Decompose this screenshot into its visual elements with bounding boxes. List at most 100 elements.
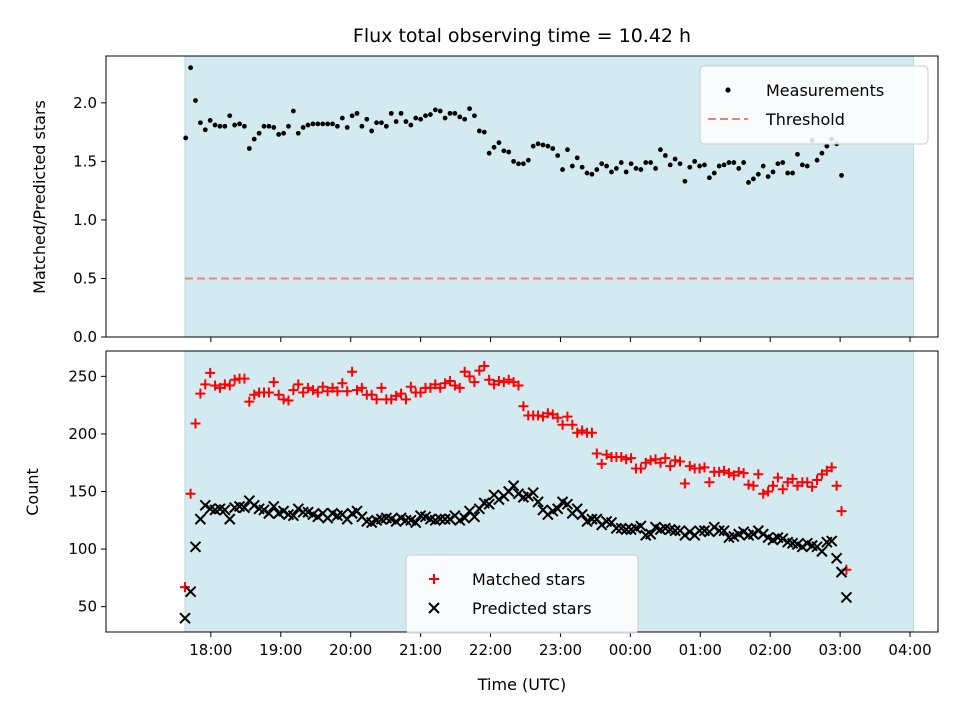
- matched-stars-point: [812, 474, 823, 485]
- x-tick-label: 03:00: [819, 641, 862, 659]
- matched-stars-point: [229, 374, 240, 385]
- bottom-y-tick-label: 50: [78, 598, 97, 616]
- matched-stars-point: [312, 387, 323, 398]
- matched-stars-point: [347, 366, 358, 377]
- matched-stars-point: [498, 377, 509, 388]
- matched-stars-point: [591, 448, 602, 459]
- measurements-point: [721, 162, 727, 168]
- measurements-point: [819, 150, 825, 156]
- predicted-stars-point: [737, 526, 750, 538]
- matched-stars-point: [337, 378, 348, 389]
- matched-stars-point: [567, 419, 578, 430]
- measurements-point: [374, 120, 379, 126]
- measurements-point: [217, 123, 223, 129]
- measurements-point: [589, 171, 595, 177]
- x-tick-label: 04:00: [888, 641, 931, 659]
- x-tick-label: 00:00: [609, 641, 652, 659]
- matched-stars-point: [777, 484, 788, 495]
- measurements-point: [628, 161, 634, 167]
- measurements-point: [183, 135, 189, 141]
- measurements-point: [599, 161, 605, 167]
- x-axis-label: Time (UTC): [477, 675, 566, 694]
- predicted-stars-point: [708, 521, 720, 533]
- top-y-axis-label: Matched/Predicted stars: [30, 100, 49, 294]
- matched-stars-point: [474, 365, 485, 376]
- predicted-stars-point: [522, 490, 534, 502]
- legend-label-0: Matched stars: [472, 570, 585, 589]
- measurements-point: [281, 130, 286, 136]
- predicted-stars-point: [835, 566, 848, 578]
- matched-stars-point: [533, 410, 544, 421]
- predicted-stars-point: [826, 535, 838, 547]
- measurements-point: [623, 169, 629, 175]
- matched-stars-point: [396, 388, 407, 399]
- matched-stars-point: [772, 472, 783, 483]
- predicted-stars-point: [542, 508, 554, 521]
- matched-stars-point: [670, 455, 681, 466]
- measurements-point: [814, 157, 820, 163]
- matched-stars-point: [542, 408, 553, 419]
- measurements-point: [452, 110, 458, 116]
- predicted-stars-point: [527, 486, 539, 499]
- matched-stars-point: [655, 457, 666, 468]
- measurements-point: [423, 113, 428, 119]
- measurements-point: [682, 178, 688, 184]
- measurements-point: [398, 110, 404, 116]
- predicted-stars-point: [551, 503, 564, 515]
- measurements-point: [643, 160, 649, 165]
- matched-stars-point: [288, 385, 299, 396]
- measurements-point: [520, 161, 526, 167]
- measurements-point: [618, 160, 624, 165]
- measurements-point: [242, 123, 247, 129]
- measurements-point: [731, 160, 737, 165]
- measurements-point: [604, 163, 609, 169]
- matched-stars-point: [831, 480, 842, 491]
- measurements-point: [486, 150, 492, 156]
- measurements-point: [535, 141, 541, 147]
- predicted-stars-point: [400, 514, 412, 526]
- matched-stars-point: [640, 457, 651, 468]
- measurements-point: [246, 146, 252, 151]
- matched-stars-point: [743, 479, 754, 490]
- x-tick-label: 21:00: [399, 641, 442, 659]
- predicted-stars-point: [796, 541, 809, 553]
- matched-stars-point: [366, 389, 377, 400]
- measurements-point: [765, 174, 771, 179]
- matched-stars-point: [415, 387, 426, 398]
- measurements-point: [545, 143, 551, 149]
- measurements-point: [755, 171, 761, 177]
- matched-stars-point: [376, 382, 387, 393]
- measurements-point: [511, 158, 517, 164]
- matched-stars-point: [435, 382, 446, 393]
- matched-stars-point: [723, 468, 734, 479]
- matched-stars-point: [738, 468, 749, 479]
- measurements-point: [609, 169, 614, 175]
- measurements-point: [506, 149, 512, 155]
- measurements-point: [335, 123, 340, 129]
- predicted-stars-point: [507, 480, 520, 492]
- measurements-point: [560, 167, 565, 172]
- measurements-point: [785, 170, 791, 176]
- measurements-point: [550, 146, 556, 151]
- measurements-point: [193, 98, 198, 103]
- matched-stars-point: [479, 360, 490, 371]
- measurements-point: [276, 132, 282, 137]
- matched-stars-point: [572, 427, 583, 438]
- measurements-point: [290, 108, 296, 114]
- top-y-tick-label: 2.0: [73, 94, 97, 112]
- measurements-point: [188, 65, 193, 71]
- matched-stars-point: [469, 377, 480, 388]
- bottom-y-tick-label: 100: [68, 540, 97, 558]
- measurements-point: [408, 122, 414, 128]
- measurements-point: [804, 163, 810, 169]
- measurements-point: [369, 128, 375, 134]
- matched-stars-point: [719, 465, 730, 476]
- measurements-point: [325, 121, 331, 127]
- measurements-point: [227, 113, 233, 119]
- matched-stars-point: [753, 469, 764, 480]
- matched-stars-point: [493, 375, 504, 386]
- predicted-stars-point: [292, 503, 304, 515]
- measurements-point: [751, 176, 756, 182]
- matched-stars-point: [665, 461, 676, 472]
